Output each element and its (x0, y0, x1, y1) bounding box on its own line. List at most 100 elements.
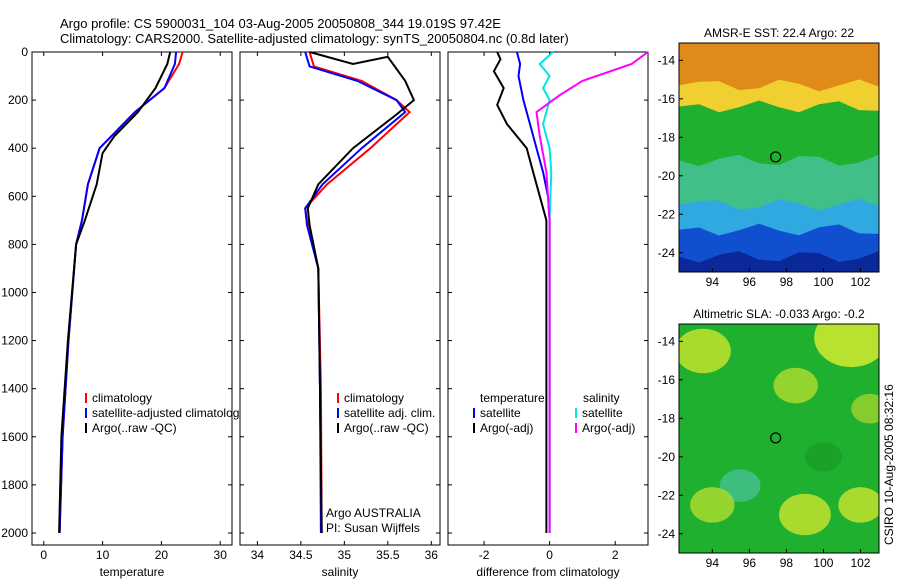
x-tick-label: 36 (425, 548, 439, 562)
y-tick-label: -24 (658, 246, 676, 260)
y-tick-label: -18 (658, 411, 676, 425)
x-tick-label: 0 (40, 548, 47, 562)
y-tick-label: -22 (658, 488, 676, 502)
map-field (679, 324, 879, 553)
y-tick-label: -24 (658, 527, 676, 541)
y-tick-label: 1800 (1, 478, 28, 492)
y-tick-label: -14 (658, 53, 676, 67)
legend-entry: satellite adj. clim. (344, 406, 435, 420)
panel-sla_map: 94 96 98 100 102 -14 -16 -18 -20 -22 -24 Altimetric… (658, 307, 880, 570)
timestamp-side-label: CSIRO 10-Aug-2005 08:32:16 (882, 384, 896, 545)
panels: 0 10 20 30020040060080010001200140016001800… (1, 26, 880, 579)
axes-frame (447, 51, 649, 546)
series-line (492, 51, 548, 533)
map-title: AMSR-E SST: 22.4 Argo: 22 (704, 26, 854, 40)
legend-entry: Argo(..raw -QC) (344, 421, 429, 435)
y-tick-label: -18 (658, 130, 676, 144)
y-tick-label: 0 (21, 45, 28, 59)
y-tick-label: -16 (658, 373, 676, 387)
map-blob (773, 367, 818, 404)
x-tick-label: 34 (251, 548, 265, 562)
map-band (679, 154, 879, 213)
map-frame (678, 42, 880, 273)
series-line (306, 51, 416, 534)
y-tick-label: 1200 (1, 334, 28, 348)
y-tick-label: -16 (658, 92, 676, 106)
legend-entry: climatology (92, 391, 152, 405)
x-tick-label: 100 (813, 275, 833, 289)
panel-sst_map: 94 96 98 100 102 -14 -16 -18 -20 -22 -24 AMSR-E SST… (658, 26, 880, 289)
y-tick-label: 800 (8, 237, 28, 251)
legend-entry: satellite (480, 406, 521, 420)
x-tick-label: 102 (850, 556, 870, 570)
y-tick-label: 200 (8, 93, 28, 107)
x-axis-label: difference from climatology (476, 565, 619, 579)
float-location-marker (770, 151, 782, 163)
legend-entry: satellite (582, 406, 623, 420)
x-tick-label: 94 (706, 556, 720, 570)
x-tick-label: 10 (96, 548, 110, 562)
x-tick-label: 20 (155, 548, 169, 562)
map-title: Altimetric SLA: -0.033 Argo: -0.2 (693, 307, 865, 321)
legend-entry: Argo(-adj) (582, 421, 635, 435)
legend-header: temperature (480, 391, 545, 405)
x-tick-label: 0 (546, 548, 553, 562)
map-band (679, 250, 879, 272)
panel-temperature: 0 10 20 30 0 200 400 600 800 1000 1200 1400 1600 1800… (1, 45, 245, 579)
annotation-line-1: Argo AUSTRALIA (326, 506, 421, 520)
title-line-2: Climatology: CARS2000. Satellite-adjuste… (60, 31, 569, 46)
x-axis-label: salinity (322, 565, 359, 579)
y-tick-label: 600 (8, 189, 28, 203)
x-tick-label: 102 (850, 275, 870, 289)
map-blob (779, 493, 831, 536)
axes-frame (239, 51, 441, 546)
legend-entry: Argo(..raw -QC) (92, 421, 177, 435)
x-tick-label: -2 (479, 548, 490, 562)
x-tick-label: 30 (214, 548, 228, 562)
x-tick-label: 35.5 (376, 548, 400, 562)
legend-entry: climatology (344, 391, 404, 405)
x-tick-label: 100 (813, 556, 833, 570)
y-tick-label: 1600 (1, 430, 28, 444)
x-tick-label: 34.5 (289, 548, 313, 562)
series-line (535, 51, 649, 533)
x-tick-label: 2 (612, 548, 619, 562)
map-blob (851, 393, 879, 424)
x-axis-label: temperature (100, 565, 165, 579)
y-tick-label: -20 (658, 169, 676, 183)
legend-entry: Argo(-adj) (480, 421, 533, 435)
y-tick-label: 1400 (1, 382, 28, 396)
map-field (679, 43, 879, 272)
float-location-marker (770, 432, 782, 444)
x-tick-label: 35 (338, 548, 352, 562)
title-line-1: Argo profile: CS 5900031_104 03-Aug-2005… (60, 16, 501, 31)
y-tick-label: 400 (8, 141, 28, 155)
map-blob (838, 487, 879, 523)
annotation-line-2: PI: Susan Wijffels (326, 521, 420, 535)
x-tick-label: 94 (706, 275, 720, 289)
map-band (679, 100, 879, 169)
legend-entry: satellite-adjusted climatology (92, 406, 245, 420)
x-tick-label: 96 (743, 275, 757, 289)
x-tick-label: 98 (780, 556, 794, 570)
map-blob (690, 487, 735, 523)
panel-difference: -2 0 2 difference from climatology temperatu… (447, 51, 649, 579)
x-tick-label: 96 (743, 556, 757, 570)
map-band (679, 43, 879, 94)
x-tick-label: 98 (780, 275, 794, 289)
y-tick-label: -22 (658, 207, 676, 221)
map-frame (678, 323, 880, 554)
y-tick-label: -14 (658, 334, 676, 348)
y-tick-label: 2000 (1, 526, 28, 540)
panel-salinity: 34 34.5 35 35.5 36 salinity climatologysatelli… (239, 51, 441, 579)
legend-header: salinity (583, 391, 620, 405)
y-tick-label: -20 (658, 450, 676, 464)
axes-frame (31, 51, 233, 546)
map-blob (719, 469, 761, 502)
map-blob (814, 324, 879, 368)
series-line (58, 51, 172, 534)
y-tick-label: 1000 (1, 285, 28, 299)
map-blob (679, 328, 731, 374)
map-blob (804, 441, 842, 472)
